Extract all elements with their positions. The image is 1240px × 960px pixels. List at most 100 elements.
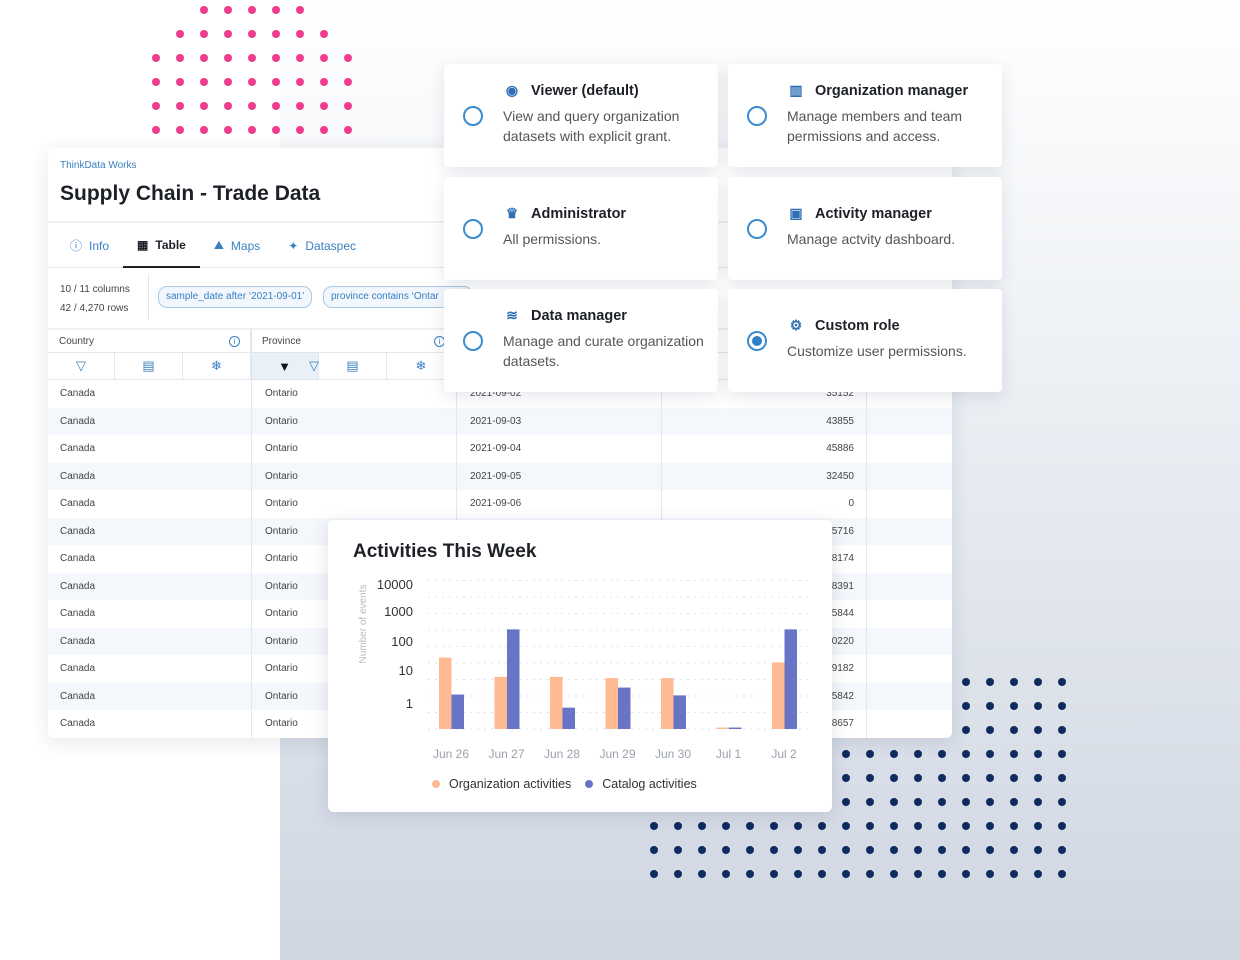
column-header-province[interactable]: Province i	[251, 330, 456, 355]
decorative-dot	[914, 750, 922, 758]
role-option-viewer-default[interactable]: ◉ Viewer (default) View and query organiz…	[444, 64, 718, 167]
decorative-dot	[866, 798, 874, 806]
decorative-dot	[842, 774, 850, 782]
table-cell: 0220	[831, 635, 854, 647]
bar-catalog[interactable]	[618, 687, 631, 729]
table-row[interactable]: Canada Ontario 2021-09-05 32450	[48, 462, 952, 490]
activities-chart-card: Activities This Week 10000 1000 100 10 1 Numb…	[328, 520, 832, 812]
role-option-custom-role[interactable]: ⚙ Custom role Customize user permissions.	[728, 289, 1002, 392]
table-cell: Canada	[60, 553, 96, 564]
tab-dataspec[interactable]: ✦ Dataspec	[274, 223, 370, 268]
bar-catalog[interactable]	[784, 629, 798, 729]
bar-organization[interactable]	[772, 662, 785, 729]
decorative-dot	[344, 54, 352, 62]
bar-organization[interactable]	[550, 676, 563, 729]
decorative-dot	[938, 774, 946, 782]
radio-button[interactable]	[463, 218, 483, 239]
bar-catalog[interactable]	[451, 694, 465, 729]
bar-organization[interactable]	[661, 678, 674, 729]
role-option-data-manager[interactable]: ≋ Data manager Manage and curate organiza…	[444, 289, 718, 392]
decorative-dot	[914, 774, 922, 782]
role-option-activity-manager[interactable]: ▣ Activity manager Manage actvity dashboa…	[728, 177, 1002, 280]
calculator-icon[interactable]: ▤	[319, 353, 387, 379]
decorative-dot	[674, 870, 682, 878]
decorative-dot	[1058, 678, 1066, 686]
decorative-dot	[938, 750, 946, 758]
bar-organization[interactable]	[494, 676, 508, 729]
radio-button[interactable]	[463, 330, 483, 351]
decorative-dot	[1058, 846, 1066, 854]
tab-label: Maps	[230, 238, 261, 253]
y-tick-label: 1	[406, 696, 413, 711]
decorative-dot	[176, 102, 184, 110]
bar-catalog[interactable]	[673, 695, 687, 729]
decorative-dot	[698, 822, 706, 830]
decorative-dot	[1058, 870, 1066, 878]
role-title: ▣ Activity manager	[787, 205, 931, 222]
bar-organization[interactable]	[716, 727, 730, 729]
bar-catalog[interactable]	[562, 707, 576, 729]
table-row[interactable]: Canada Ontario 2021-09-06 0	[48, 490, 952, 518]
radio-button[interactable]	[747, 330, 767, 351]
crown-icon: ♛	[505, 205, 519, 221]
decorative-dot	[986, 702, 994, 710]
filter-chip-date[interactable]: sample_date after ‘2021-09-01’	[158, 286, 313, 308]
decorative-dot	[914, 798, 922, 806]
table-cell: Ontario	[265, 388, 298, 399]
brand-link[interactable]: ThinkData Works	[60, 160, 137, 171]
column-header-country[interactable]: Country i	[48, 330, 251, 355]
decorative-dot	[914, 870, 922, 878]
filter-active-icon[interactable]: ▼	[251, 353, 319, 379]
table-cell: Ontario	[265, 580, 298, 592]
table-cell: 2021-09-04	[470, 443, 522, 454]
filter-chip-province[interactable]: province contains ‘Ontar	[323, 286, 473, 308]
info-icon[interactable]: i	[229, 336, 240, 347]
role-option-organization-manager[interactable]: ▥ Organization manager Manage members and…	[728, 64, 1002, 167]
table-icon: ▦	[137, 237, 149, 252]
table-cell: 45886	[826, 443, 854, 454]
decorative-dot	[890, 750, 898, 758]
radio-button[interactable]	[747, 105, 767, 126]
calculator-icon[interactable]: ▤	[115, 353, 183, 379]
decorative-dot	[200, 126, 208, 134]
tab-info[interactable]: ⓘ Info	[56, 223, 123, 268]
decorative-dot	[248, 126, 256, 134]
table-row[interactable]: Canada Ontario 8174	[48, 545, 952, 573]
decorative-dot	[746, 822, 754, 830]
decorative-dot	[1034, 678, 1042, 686]
decorative-dot	[650, 846, 658, 854]
radio-button[interactable]	[463, 105, 483, 126]
table-row[interactable]: Canada Ontario 2021-09-03 43855	[48, 407, 952, 435]
role-option-administrator[interactable]: ♛ Administrator All permissions.	[444, 177, 718, 280]
table-row[interactable]: Canada Ontario 2021-09-02 35152	[48, 380, 952, 408]
role-description: View and query organization datasets wit…	[503, 108, 680, 144]
bar-organization[interactable]	[439, 657, 452, 729]
tab-maps[interactable]: ⛰ Maps	[200, 223, 274, 268]
tab-label: Table	[155, 237, 186, 252]
table-row[interactable]: Canada Ontario 5844	[48, 600, 952, 628]
radio-button[interactable]	[747, 218, 767, 239]
decorative-dot	[272, 54, 280, 62]
chart-legend: Organization activities Catalog activiti…	[432, 777, 697, 791]
bar-catalog[interactable]	[507, 629, 520, 729]
decorative-dot	[1058, 774, 1066, 782]
table-row[interactable]: Canada Ontario 2021-09-04 45886	[48, 435, 952, 463]
bar-organization[interactable]	[605, 678, 619, 729]
activities-bar-chart: 10000 1000 100 10 1 Number of events Jun 26 Jun…	[358, 577, 808, 761]
filter-icon[interactable]: ▽	[48, 353, 115, 379]
decorative-dot	[152, 126, 160, 134]
legend-item-organization[interactable]: Organization activities	[432, 777, 571, 791]
role-title-text: Viewer (default)	[531, 82, 639, 99]
decorative-dot	[272, 78, 280, 86]
bar-catalog[interactable]	[729, 727, 742, 729]
table-row[interactable]: Canada Ontario 8657	[48, 710, 952, 738]
decorative-dot	[1058, 702, 1066, 710]
table-cell: Ontario	[265, 663, 298, 674]
maps-icon: ⛰	[213, 238, 224, 252]
freeze-icon[interactable]: ❄	[183, 353, 251, 379]
decorative-dot	[746, 870, 754, 878]
table-row[interactable]: Canada Ontario 9182	[48, 655, 952, 683]
tab-table[interactable]: ▦ Table	[123, 223, 200, 268]
legend-item-catalog[interactable]: Catalog activities	[585, 777, 697, 791]
decorative-dot	[962, 702, 970, 710]
